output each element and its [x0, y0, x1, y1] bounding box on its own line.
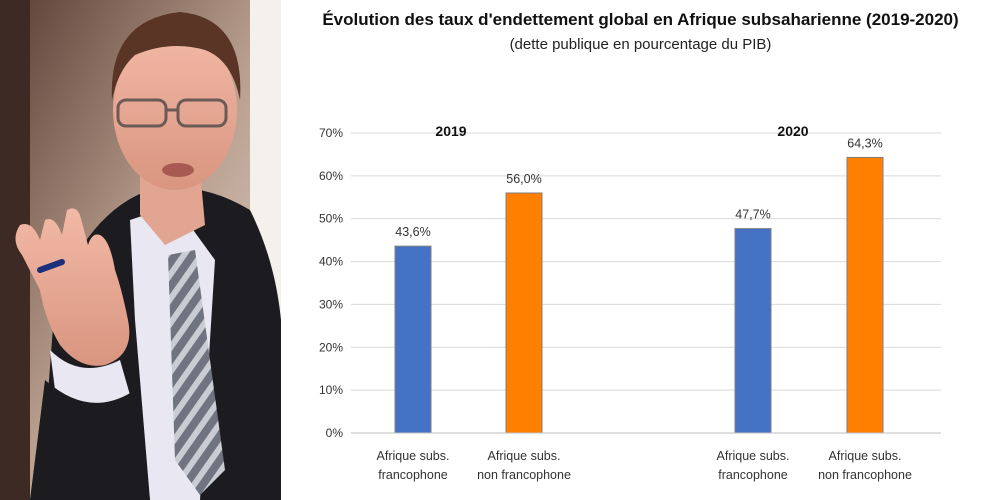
- x-tick-label: non francophone: [477, 468, 571, 482]
- bar-chart: 0% 10% 20% 30% 40% 50% 60% 70% 43,6% Afrique subs…: [319, 123, 941, 482]
- y-tick-label: 10%: [319, 383, 343, 397]
- x-tick-label: Afrique subs.: [717, 449, 790, 463]
- data-label: 47,7%: [735, 208, 770, 222]
- y-tick-label: 60%: [319, 169, 343, 183]
- y-tick-label: 40%: [319, 255, 343, 269]
- data-label: 64,3%: [847, 136, 882, 150]
- y-tick-label: 50%: [319, 212, 343, 226]
- y-tick-label: 70%: [319, 126, 343, 140]
- x-tick-label: non francophone: [818, 468, 912, 482]
- y-tick-label: 30%: [319, 297, 343, 311]
- x-tick-label: Afrique subs.: [829, 449, 902, 463]
- x-tick-label: Afrique subs.: [377, 449, 450, 463]
- chart-subtitle: (dette publique en pourcentage du PIB): [509, 36, 772, 53]
- x-tick-label: francophone: [378, 468, 448, 482]
- group-label: 2020: [777, 123, 808, 139]
- chart-title: Évolution des taux d'endettement global …: [322, 10, 959, 29]
- data-label: 56,0%: [506, 172, 541, 186]
- data-label: 43,6%: [395, 225, 430, 239]
- person-illustration: [0, 0, 281, 500]
- x-tick-label: francophone: [718, 468, 788, 482]
- x-tick-label: Afrique subs.: [488, 449, 561, 463]
- y-tick-label: 0%: [326, 426, 344, 440]
- bar: [846, 156, 884, 434]
- bar: [734, 228, 772, 434]
- bar: [505, 192, 543, 434]
- bar: [394, 245, 432, 434]
- chart-panel: Évolution des taux d'endettement global …: [281, 0, 1000, 500]
- group-label: 2019: [435, 123, 466, 139]
- person-photo: [0, 0, 281, 500]
- y-tick-label: 20%: [319, 340, 343, 354]
